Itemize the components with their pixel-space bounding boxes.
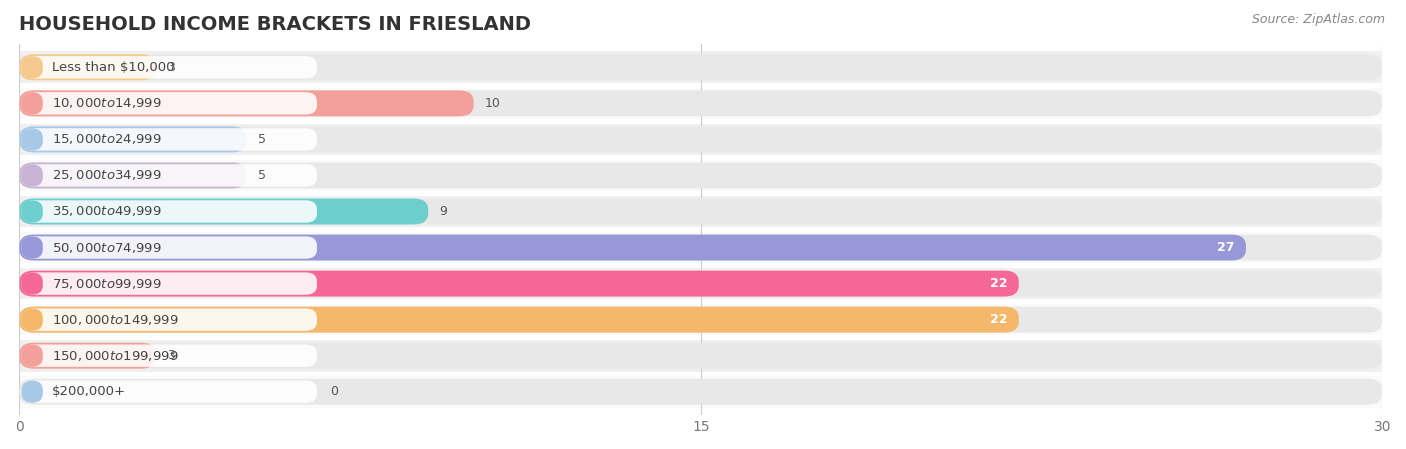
FancyBboxPatch shape — [20, 271, 1019, 296]
FancyBboxPatch shape — [21, 128, 42, 150]
FancyBboxPatch shape — [20, 304, 1382, 335]
Text: 5: 5 — [257, 133, 266, 146]
FancyBboxPatch shape — [20, 163, 246, 189]
FancyBboxPatch shape — [20, 123, 1382, 155]
Text: $15,000 to $24,999: $15,000 to $24,999 — [52, 132, 162, 146]
FancyBboxPatch shape — [21, 92, 316, 114]
Text: 10: 10 — [485, 97, 501, 110]
FancyBboxPatch shape — [21, 344, 316, 367]
FancyBboxPatch shape — [20, 54, 1382, 80]
FancyBboxPatch shape — [20, 307, 1019, 333]
Text: Less than $10,000: Less than $10,000 — [52, 61, 174, 74]
FancyBboxPatch shape — [20, 307, 1382, 333]
Text: 9: 9 — [440, 205, 447, 218]
FancyBboxPatch shape — [20, 340, 1382, 371]
FancyBboxPatch shape — [20, 163, 1382, 189]
FancyBboxPatch shape — [21, 273, 316, 295]
FancyBboxPatch shape — [20, 343, 1382, 369]
Text: 22: 22 — [990, 313, 1008, 326]
FancyBboxPatch shape — [21, 56, 316, 79]
FancyBboxPatch shape — [20, 376, 1382, 408]
FancyBboxPatch shape — [20, 127, 1382, 152]
FancyBboxPatch shape — [20, 232, 1382, 264]
Text: $75,000 to $99,999: $75,000 to $99,999 — [52, 277, 162, 291]
Text: 3: 3 — [167, 61, 174, 74]
FancyBboxPatch shape — [20, 268, 1382, 299]
FancyBboxPatch shape — [21, 200, 42, 223]
FancyBboxPatch shape — [20, 196, 1382, 227]
FancyBboxPatch shape — [20, 234, 1382, 260]
Text: $100,000 to $149,999: $100,000 to $149,999 — [52, 313, 179, 326]
FancyBboxPatch shape — [20, 198, 1382, 224]
FancyBboxPatch shape — [21, 164, 42, 187]
FancyBboxPatch shape — [20, 271, 1382, 296]
FancyBboxPatch shape — [20, 52, 1382, 83]
FancyBboxPatch shape — [20, 127, 246, 152]
Text: $10,000 to $14,999: $10,000 to $14,999 — [52, 97, 162, 110]
FancyBboxPatch shape — [21, 308, 42, 331]
FancyBboxPatch shape — [21, 344, 42, 367]
FancyBboxPatch shape — [20, 234, 1246, 260]
FancyBboxPatch shape — [20, 198, 429, 224]
Text: $35,000 to $49,999: $35,000 to $49,999 — [52, 204, 162, 219]
FancyBboxPatch shape — [21, 200, 316, 223]
Text: 5: 5 — [257, 169, 266, 182]
Text: $25,000 to $34,999: $25,000 to $34,999 — [52, 168, 162, 182]
FancyBboxPatch shape — [20, 90, 474, 116]
FancyBboxPatch shape — [20, 88, 1382, 119]
Text: $50,000 to $74,999: $50,000 to $74,999 — [52, 241, 162, 255]
Text: Source: ZipAtlas.com: Source: ZipAtlas.com — [1251, 13, 1385, 26]
FancyBboxPatch shape — [21, 236, 42, 259]
FancyBboxPatch shape — [21, 381, 316, 403]
FancyBboxPatch shape — [21, 381, 42, 403]
Text: HOUSEHOLD INCOME BRACKETS IN FRIESLAND: HOUSEHOLD INCOME BRACKETS IN FRIESLAND — [20, 15, 531, 34]
FancyBboxPatch shape — [20, 90, 1382, 116]
FancyBboxPatch shape — [20, 343, 156, 369]
FancyBboxPatch shape — [21, 236, 316, 259]
Text: 3: 3 — [167, 349, 174, 362]
FancyBboxPatch shape — [21, 273, 42, 295]
Text: $150,000 to $199,999: $150,000 to $199,999 — [52, 349, 179, 363]
Text: 27: 27 — [1218, 241, 1234, 254]
Text: 22: 22 — [990, 277, 1008, 290]
Text: 0: 0 — [330, 385, 339, 398]
FancyBboxPatch shape — [21, 56, 42, 79]
FancyBboxPatch shape — [21, 128, 316, 150]
FancyBboxPatch shape — [21, 164, 316, 187]
Text: $200,000+: $200,000+ — [52, 385, 127, 398]
FancyBboxPatch shape — [21, 92, 42, 114]
FancyBboxPatch shape — [20, 54, 156, 80]
FancyBboxPatch shape — [21, 308, 316, 331]
FancyBboxPatch shape — [20, 379, 1382, 405]
FancyBboxPatch shape — [20, 159, 1382, 191]
